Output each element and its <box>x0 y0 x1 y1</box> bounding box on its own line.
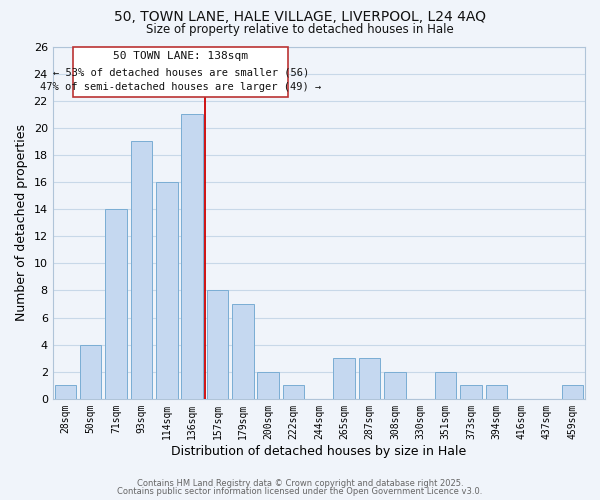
Bar <box>562 386 583 399</box>
Bar <box>232 304 254 399</box>
Text: 50 TOWN LANE: 138sqm: 50 TOWN LANE: 138sqm <box>113 51 248 61</box>
Text: Contains public sector information licensed under the Open Government Licence v3: Contains public sector information licen… <box>118 487 482 496</box>
Text: 50, TOWN LANE, HALE VILLAGE, LIVERPOOL, L24 4AQ: 50, TOWN LANE, HALE VILLAGE, LIVERPOOL, … <box>114 10 486 24</box>
Bar <box>334 358 355 399</box>
Bar <box>80 344 101 399</box>
Bar <box>105 209 127 399</box>
Bar <box>55 386 76 399</box>
Bar <box>131 142 152 399</box>
Bar <box>206 290 228 399</box>
Bar <box>460 386 482 399</box>
Text: ← 53% of detached houses are smaller (56): ← 53% of detached houses are smaller (56… <box>53 68 309 78</box>
Bar <box>257 372 279 399</box>
Bar <box>435 372 457 399</box>
Text: Size of property relative to detached houses in Hale: Size of property relative to detached ho… <box>146 22 454 36</box>
Bar <box>283 386 304 399</box>
Y-axis label: Number of detached properties: Number of detached properties <box>15 124 28 321</box>
Bar <box>359 358 380 399</box>
X-axis label: Distribution of detached houses by size in Hale: Distribution of detached houses by size … <box>171 444 466 458</box>
Bar <box>485 386 507 399</box>
Text: 47% of semi-detached houses are larger (49) →: 47% of semi-detached houses are larger (… <box>40 82 322 92</box>
Bar <box>156 182 178 399</box>
Text: Contains HM Land Registry data © Crown copyright and database right 2025.: Contains HM Land Registry data © Crown c… <box>137 478 463 488</box>
Bar <box>384 372 406 399</box>
Bar <box>181 114 203 399</box>
FancyBboxPatch shape <box>73 46 289 96</box>
